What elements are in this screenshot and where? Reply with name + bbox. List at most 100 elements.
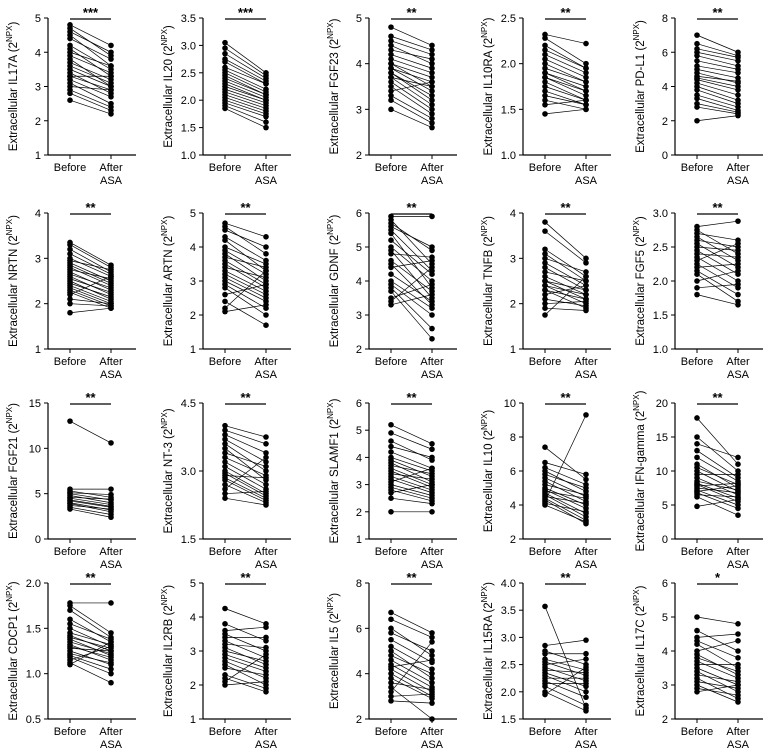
point-after <box>583 101 589 108</box>
point-before <box>222 450 228 456</box>
point-after <box>263 113 269 120</box>
point-after <box>429 648 435 654</box>
pair-line <box>69 307 112 314</box>
point-after <box>583 79 589 85</box>
y-tick-label: 2 <box>510 299 516 311</box>
y-tick-label: 5 <box>35 489 41 501</box>
point-after <box>735 268 741 274</box>
pair-line <box>69 55 112 74</box>
point-after <box>263 463 269 470</box>
y-tick-label: 15 <box>29 398 41 410</box>
y-tick-label: 4.0 <box>501 578 516 590</box>
point-before <box>542 683 548 690</box>
y-axis-title: Extracellular FGF21 (2NPX) <box>5 403 20 539</box>
pair-line <box>390 239 433 275</box>
pair-line <box>544 301 587 305</box>
pair-line <box>696 86 739 101</box>
pair-line <box>390 655 433 674</box>
pair-line <box>544 67 587 83</box>
point-after <box>735 87 741 93</box>
pair-line <box>69 89 112 108</box>
point-before <box>222 463 228 470</box>
y-tick-label: 1.5 <box>181 534 196 546</box>
point-after <box>429 691 435 697</box>
point-before <box>388 79 394 85</box>
x-label-before: Before <box>529 162 561 174</box>
pair-line <box>544 669 587 674</box>
pair-line <box>69 289 112 307</box>
pair-line <box>544 95 587 106</box>
point-after <box>429 124 435 131</box>
point-after <box>429 679 435 686</box>
point-after <box>429 476 435 482</box>
point-after <box>429 101 435 108</box>
pair-line <box>390 35 433 51</box>
point-before <box>388 302 394 308</box>
pair-line <box>696 640 739 652</box>
x-label-before: Before <box>529 546 561 558</box>
point-before <box>542 264 548 271</box>
point-after <box>583 40 589 47</box>
point-after <box>108 600 114 606</box>
x-label-before: Before <box>54 356 86 368</box>
point-before <box>542 650 548 657</box>
pair-line <box>69 641 112 655</box>
pair-line <box>544 45 587 69</box>
point-before <box>222 445 228 452</box>
significance-stars: ** <box>85 200 96 215</box>
point-before <box>542 101 548 108</box>
point-after <box>583 675 589 681</box>
y-tick-label: 6 <box>662 578 668 590</box>
point-after <box>583 74 589 81</box>
point-before <box>542 269 548 275</box>
point-before <box>542 74 548 81</box>
pair-line <box>224 448 267 481</box>
pair-line <box>69 303 112 307</box>
point-before <box>67 506 73 512</box>
y-tick-label: 3 <box>356 480 362 492</box>
pair-line <box>390 287 433 329</box>
y-axis-title: Extracellular FGF5 (2NPX) <box>632 216 647 346</box>
pair-line <box>224 47 267 76</box>
pair-line <box>390 465 433 475</box>
pair-line <box>696 684 739 703</box>
pair-line <box>544 221 587 259</box>
y-tick-label: 2.0 <box>501 59 516 71</box>
pair-line <box>696 688 739 696</box>
pair-line <box>224 83 267 101</box>
pair-line <box>696 436 739 472</box>
point-before <box>388 42 394 49</box>
pair-line <box>390 26 433 46</box>
y-axis-title: Extracellular IL2RB (2NPX) <box>160 585 175 717</box>
point-after <box>263 234 269 240</box>
point-before <box>67 90 73 97</box>
pair-line <box>696 480 739 491</box>
point-before <box>388 616 394 623</box>
point-before <box>542 35 548 41</box>
y-tick-label: 6 <box>356 623 362 635</box>
point-before <box>542 42 548 49</box>
pair-line <box>69 34 112 67</box>
point-after <box>108 491 114 498</box>
pair-line <box>544 108 587 115</box>
pair-line <box>696 243 739 261</box>
point-before <box>694 503 700 510</box>
pair-line <box>696 482 739 487</box>
pair-line <box>696 55 739 67</box>
point-before <box>388 288 394 295</box>
point-before <box>542 287 548 293</box>
pair-line <box>696 65 739 74</box>
y-tick-label: 1 <box>190 714 196 726</box>
point-after <box>263 441 269 447</box>
point-before <box>388 65 394 72</box>
pair-line <box>544 34 587 44</box>
y-axis-title: Extracellular FGF23 (2NPX) <box>326 18 341 154</box>
pair-line <box>390 459 433 477</box>
x-label-after-line1: After <box>726 162 750 174</box>
point-after <box>583 97 589 103</box>
pair-line <box>390 440 433 461</box>
point-before <box>542 83 548 90</box>
x-label-before: Before <box>209 356 241 368</box>
